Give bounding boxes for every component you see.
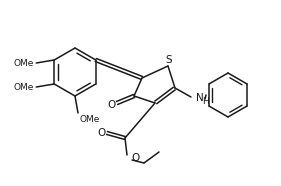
Text: H: H (202, 97, 209, 105)
Text: O: O (108, 100, 116, 110)
Text: OMe: OMe (14, 83, 34, 92)
Text: O: O (131, 153, 139, 163)
Text: O: O (98, 128, 106, 138)
Text: OMe: OMe (14, 59, 34, 68)
Text: N: N (196, 93, 204, 103)
Text: S: S (166, 55, 172, 65)
Text: OMe: OMe (80, 115, 100, 124)
